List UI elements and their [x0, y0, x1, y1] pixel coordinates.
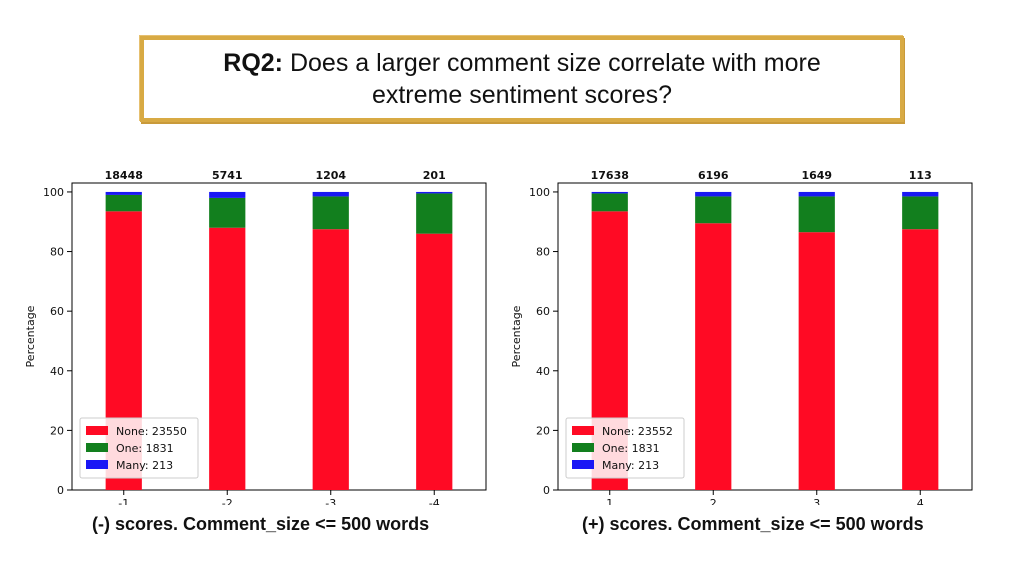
- bar-count-label: 113: [909, 169, 932, 182]
- bar-many-3: [312, 191, 349, 197]
- bar-one-4: [902, 196, 939, 230]
- bar-many-4: [902, 191, 939, 197]
- x-tick-label: 2: [710, 497, 717, 505]
- x-tick-label: -4: [429, 497, 440, 505]
- bar-count-label: 1204: [315, 169, 346, 182]
- y-axis-label: Percentage: [24, 305, 37, 367]
- y-tick-label: 40: [536, 365, 550, 378]
- bar-count-label: 6196: [698, 169, 729, 182]
- slide-title-text: Does a larger comment size correlate wit…: [289, 49, 821, 77]
- y-tick-label: 80: [50, 246, 64, 259]
- legend-box: [565, 417, 685, 479]
- bar-many-2: [209, 191, 246, 198]
- bar-none-3: [312, 229, 349, 490]
- bar-count-label: 201: [423, 169, 446, 182]
- chart-negative: 0 20 40 60 80 100 Percentage -1 18448 -2 5741 -3 120…: [24, 169, 487, 505]
- bar-count-label: 5741: [212, 169, 243, 182]
- x-tick-label: 3: [813, 497, 820, 505]
- legend-label-none: None: 23550: [116, 425, 187, 438]
- bar-many-4: [416, 191, 453, 194]
- legend-box: [79, 417, 199, 479]
- slide-title-line2: extreme sentiment scores?: [371, 81, 673, 109]
- legend-label-none: None: 23552: [602, 425, 673, 438]
- bar-none-2: [209, 227, 246, 490]
- bar-many-3: [798, 191, 835, 197]
- slide-title-prefix: RQ2:: [223, 49, 284, 77]
- bar-many-2: [695, 191, 732, 197]
- plot-frame: [557, 182, 973, 491]
- y-tick-label: 60: [50, 305, 64, 318]
- bar-one-3: [312, 196, 349, 230]
- legend-swatch-one: [86, 443, 108, 452]
- y-tick-label: 20: [50, 424, 64, 437]
- x-tick-label: -3: [325, 497, 336, 505]
- chart-panel-positive: 0 20 40 60 80 100 Percentage 1 17638 2 6196 3 1649 4 1…: [508, 165, 978, 505]
- slide-title-line1: RQ2: Does a larger comment size correlat…: [223, 47, 820, 79]
- y-tick-label: 0: [57, 484, 64, 497]
- legend-swatch-many: [572, 460, 594, 469]
- y-tick-label: 80: [536, 246, 550, 259]
- bar-one-1: [105, 194, 142, 212]
- legend-swatch-none: [572, 426, 594, 435]
- x-tick-label: -1: [118, 497, 129, 505]
- bar-one-2: [695, 196, 732, 224]
- bar-none-4: [416, 233, 453, 490]
- bar-one-1: [591, 193, 628, 212]
- x-tick-label: 4: [917, 497, 924, 505]
- y-tick-label: 100: [529, 186, 550, 199]
- bar-none-4: [902, 229, 939, 490]
- legend-swatch-many: [86, 460, 108, 469]
- x-tick-label: -2: [222, 497, 233, 505]
- y-tick-label: 40: [50, 365, 64, 378]
- plot-frame: [71, 182, 487, 491]
- y-tick-label: 20: [536, 424, 550, 437]
- legend-label-one: One: 1831: [602, 442, 660, 455]
- bar-one-4: [416, 193, 453, 234]
- x-tick-label: 1: [606, 497, 613, 505]
- bar-many-1: [105, 191, 142, 195]
- y-tick-label: 60: [536, 305, 550, 318]
- bar-one-3: [798, 196, 835, 233]
- chart-caption-positive: (+) scores. Comment_size <= 500 words: [582, 514, 924, 534]
- bar-count-label: 1649: [801, 169, 832, 182]
- bar-none-2: [695, 223, 732, 491]
- legend-swatch-one: [572, 443, 594, 452]
- y-tick-label: 0: [543, 484, 550, 497]
- bar-one-2: [209, 197, 246, 228]
- slide-title: RQ2: Does a larger comment size correlat…: [140, 36, 904, 122]
- legend-label-one: One: 1831: [116, 442, 174, 455]
- bar-none-3: [798, 232, 835, 490]
- legend-label-many: Many: 213: [116, 459, 173, 472]
- legend-swatch-none: [86, 426, 108, 435]
- chart-positive: 0 20 40 60 80 100 Percentage 1 17638 2 6196 3 1649 4 1…: [510, 169, 973, 505]
- chart-caption-negative: (-) scores. Comment_size <= 500 words: [92, 514, 430, 534]
- bar-many-1: [591, 191, 628, 194]
- chart-panel-negative: 0 20 40 60 80 100 Percentage -1 18448 -2 5741 -3 120…: [22, 165, 492, 505]
- bar-count-label: 18448: [105, 169, 143, 182]
- bar-count-label: 17638: [591, 169, 629, 182]
- y-axis-label: Percentage: [510, 305, 523, 367]
- y-tick-label: 100: [43, 186, 64, 199]
- legend-label-many: Many: 213: [602, 459, 659, 472]
